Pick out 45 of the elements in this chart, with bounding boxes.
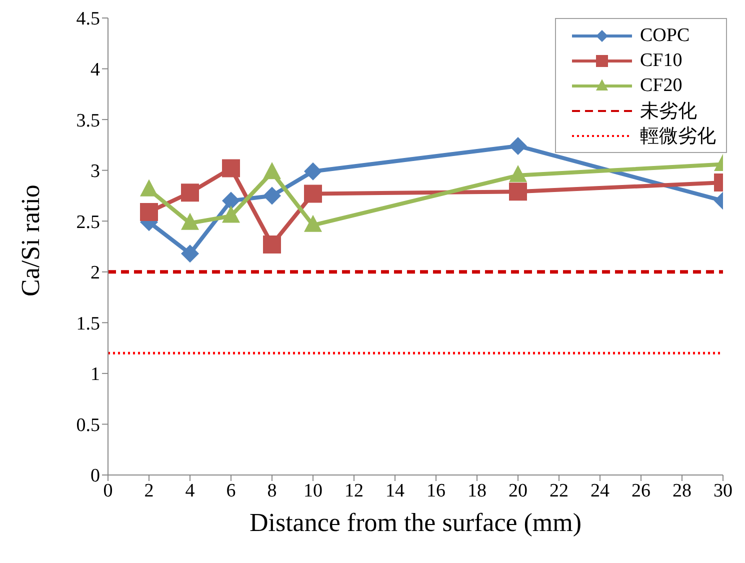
x-tick-label: 18 — [468, 480, 486, 502]
x-tick-label: 4 — [185, 480, 196, 502]
y-tick-label: 2 — [90, 262, 100, 284]
point — [263, 162, 281, 180]
x-tick-label: 22 — [550, 480, 568, 502]
x-axis-title: Distance from the surface (mm) — [249, 508, 582, 537]
y-tick-label: 0 — [90, 466, 100, 487]
point — [263, 186, 281, 205]
point — [222, 192, 240, 210]
point — [509, 182, 527, 201]
point — [140, 202, 158, 221]
x-tick-label: 6 — [226, 480, 236, 502]
y-tick-label: 3 — [90, 161, 100, 182]
x-tick-label: 26 — [632, 480, 650, 502]
y-tick-label: 0.5 — [76, 414, 100, 436]
x-tick-label: 24 — [590, 480, 610, 502]
point — [304, 184, 322, 203]
point — [181, 244, 199, 263]
y-tick-label: 3.5 — [76, 110, 100, 132]
x-tick-label: 28 — [672, 480, 692, 502]
y-tick-label: 4 — [90, 60, 100, 81]
legend-label: CF20 — [640, 74, 682, 96]
x-tick-label: 16 — [426, 480, 446, 502]
x-tick-label: 20 — [508, 480, 528, 502]
point — [509, 165, 527, 182]
y-tick-label: 2.5 — [76, 212, 100, 233]
point — [181, 184, 199, 202]
legend-label: COPC — [640, 24, 690, 46]
x-tick-label: 12 — [344, 480, 364, 502]
point — [509, 136, 527, 155]
legend-label: 未劣化 — [640, 100, 697, 124]
y-axis-title: Ca/Si ratio — [16, 184, 46, 296]
x-tick-label: 14 — [386, 480, 405, 502]
point — [263, 235, 281, 254]
y-tick-label: 1.5 — [76, 313, 100, 334]
x-tick-label: 2 — [144, 480, 154, 502]
point — [304, 162, 322, 180]
x-tick-label: 30 — [714, 480, 732, 502]
y-tick-label: 1 — [90, 364, 100, 386]
legend-label: 輕微劣化 — [640, 124, 716, 148]
x-tick-label: 10 — [304, 480, 322, 502]
y-tick-label: 4.5 — [76, 8, 100, 30]
legend-label: CF10 — [640, 50, 682, 72]
x-tick-label: 8 — [267, 480, 277, 502]
point — [222, 159, 240, 178]
